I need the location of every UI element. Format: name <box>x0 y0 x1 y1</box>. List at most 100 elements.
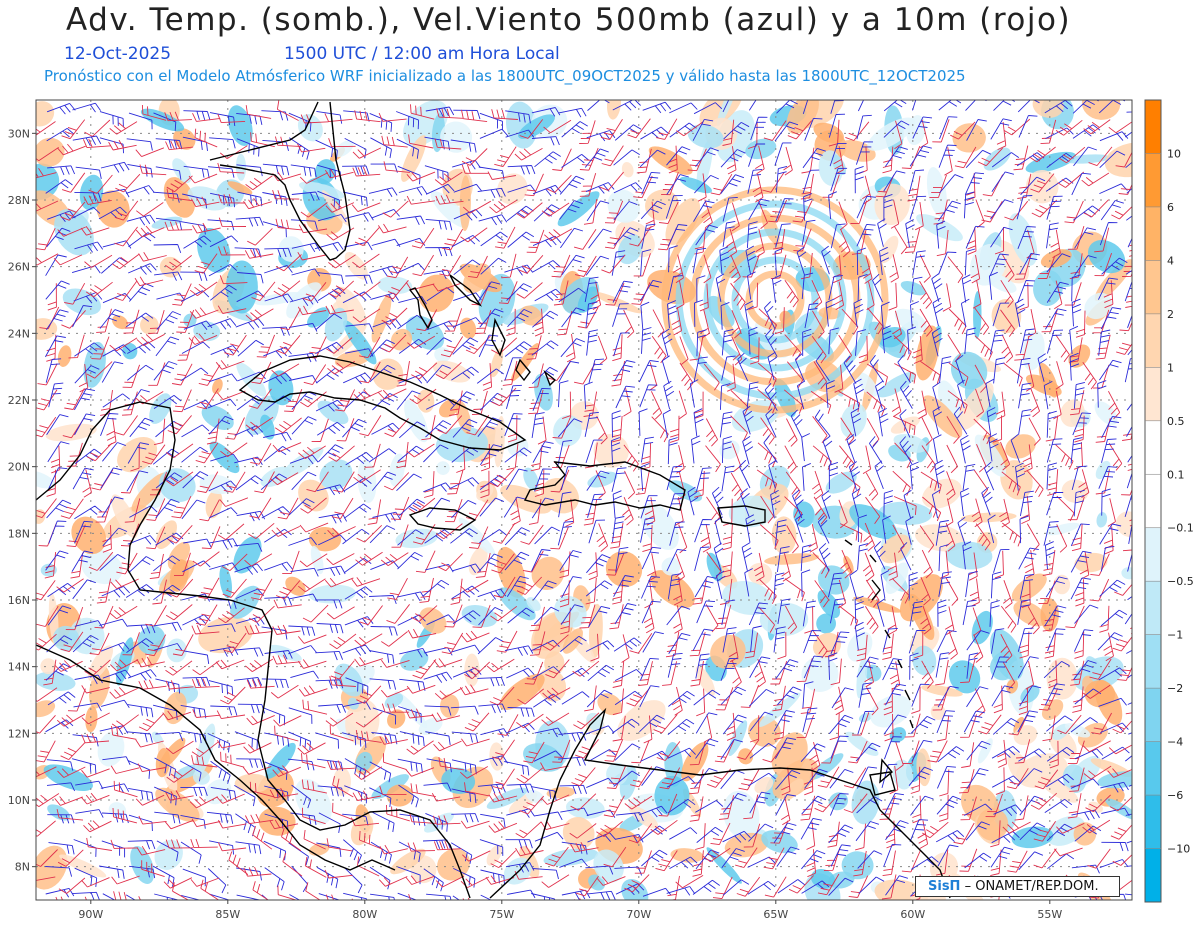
wind-barb-10m <box>867 307 884 335</box>
wind-barb-10m <box>695 823 706 850</box>
wind-barb-10m <box>472 604 491 628</box>
wind-barb-500mb <box>814 409 831 437</box>
wind-barb-10m <box>689 632 706 657</box>
wind-barb-10m <box>1136 389 1145 417</box>
wind-barb-500mb <box>315 599 343 609</box>
wind-barb-10m <box>1108 121 1132 134</box>
wind-barb-500mb <box>773 822 797 844</box>
wind-barb-10m <box>224 334 247 356</box>
wind-barb-10m <box>488 821 518 833</box>
wind-barb-500mb <box>180 894 202 900</box>
wind-barb-500mb <box>586 130 616 142</box>
wind-barb-500mb <box>851 488 862 518</box>
wind-barb-10m <box>274 417 302 434</box>
wind-barb-500mb <box>369 112 393 132</box>
wind-barb-10m <box>251 281 276 302</box>
wind-barb-500mb <box>561 576 582 599</box>
advection-cell <box>139 315 159 335</box>
wind-barb-10m <box>1033 820 1056 842</box>
wind-barb-500mb <box>451 644 481 653</box>
advection-cell <box>439 694 460 718</box>
wind-barb-500mb <box>209 646 239 657</box>
wind-barb-10m <box>246 714 275 726</box>
wind-barb-10m <box>612 661 625 688</box>
advection-cell <box>357 459 377 504</box>
wind-barb-10m <box>752 173 764 203</box>
wind-barb-500mb <box>371 208 400 219</box>
advection-cell <box>59 854 107 878</box>
advection-cell <box>350 813 374 846</box>
wind-barb-500mb <box>477 588 507 600</box>
wind-barb-10m <box>922 821 949 839</box>
wind-barb-500mb <box>1073 381 1086 409</box>
advection-cell <box>748 562 773 586</box>
wind-barb-10m <box>953 822 975 845</box>
wind-barb-500mb <box>774 247 784 276</box>
wind-barb-500mb <box>912 250 926 276</box>
wind-barb-10m <box>190 877 220 887</box>
wind-barb-10m <box>823 847 841 871</box>
wind-barb-10m <box>1127 463 1132 471</box>
wind-barb-500mb <box>981 486 993 516</box>
wind-barb-500mb <box>875 380 885 410</box>
wind-barb-10m <box>655 850 678 872</box>
wind-barb-10m <box>216 390 246 401</box>
wind-barb-10m <box>247 228 273 246</box>
wind-barb-10m <box>946 416 960 444</box>
wind-barb-500mb <box>397 165 421 185</box>
wind-barb-500mb <box>856 223 876 247</box>
wind-barb-10m <box>774 307 785 335</box>
wind-barb-500mb <box>181 446 208 463</box>
wind-barb-500mb <box>615 385 635 409</box>
wind-barb-500mb <box>748 143 766 167</box>
wind-barb-10m <box>946 444 958 474</box>
wind-barb-10m <box>1019 282 1029 311</box>
wind-barb-500mb <box>343 372 372 385</box>
advection-cell <box>840 403 867 438</box>
wind-barb-500mb <box>695 849 720 870</box>
wind-barb-10m <box>1082 361 1097 390</box>
wind-barb-10m <box>1112 854 1132 866</box>
wind-barb-500mb <box>936 710 955 734</box>
wind-barb-10m <box>1056 822 1085 834</box>
wind-barb-500mb <box>665 195 683 219</box>
advection-cell <box>131 472 168 512</box>
wind-barb-10m <box>514 148 543 161</box>
wind-barb-10m <box>1001 253 1015 282</box>
wind-barb-500mb <box>342 644 372 656</box>
wind-barb-10m <box>138 252 167 262</box>
wind-barb-500mb <box>641 223 656 249</box>
wind-barb-500mb <box>127 341 156 354</box>
wind-barb-10m <box>783 389 804 414</box>
wind-barb-10m <box>838 201 848 231</box>
wind-barb-10m <box>1042 550 1056 576</box>
wind-barb-500mb <box>612 490 622 519</box>
wind-barb-10m <box>542 634 569 651</box>
wind-barb-500mb <box>288 537 317 546</box>
wind-barb-500mb <box>505 129 535 138</box>
wind-barb-500mb <box>801 272 814 300</box>
wind-barb-500mb <box>480 231 508 247</box>
wind-barb-500mb <box>426 320 455 331</box>
advection-cell <box>894 308 927 333</box>
wind-barb-500mb <box>397 591 426 602</box>
wind-barb-10m <box>893 335 912 361</box>
wind-barb-10m <box>974 307 990 335</box>
wind-barb-10m <box>460 820 490 829</box>
wind-barb-500mb <box>746 381 759 408</box>
wind-barb-10m <box>579 147 599 171</box>
wind-barb-10m <box>812 416 828 444</box>
colorbar-swatch <box>1145 527 1161 582</box>
wind-barb-500mb <box>936 629 957 653</box>
advection-cell <box>885 562 909 595</box>
wind-barb-10m <box>833 281 845 310</box>
wind-barb-500mb <box>425 812 448 832</box>
wind-barb-10m <box>352 790 381 801</box>
wind-barb-500mb <box>237 191 263 207</box>
wind-barb-500mb <box>452 667 482 679</box>
wind-barb-500mb <box>450 391 475 410</box>
wind-barb-10m <box>569 823 597 839</box>
wind-barb-10m <box>1021 580 1031 609</box>
wind-barb-10m <box>328 445 355 462</box>
wind-barb-10m <box>84 896 87 900</box>
